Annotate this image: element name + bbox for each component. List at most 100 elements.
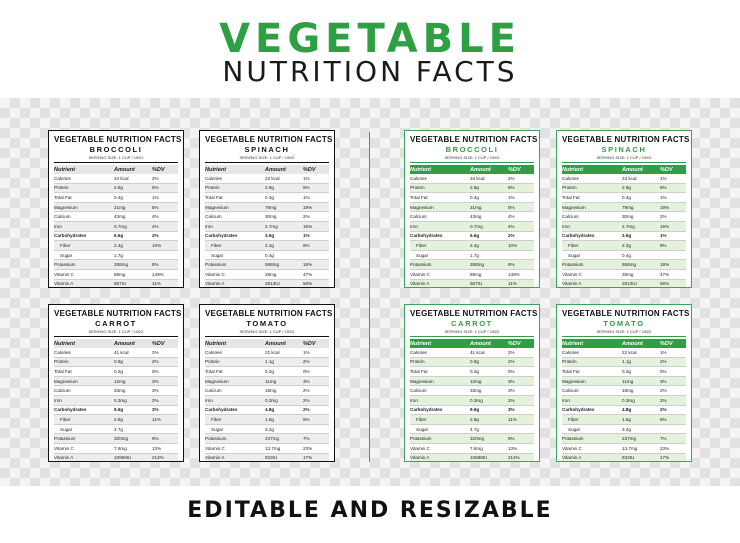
nutrient-amount: 12mg (114, 378, 126, 384)
nutrient-dv: 2% (660, 388, 667, 394)
table-row: Calories 34 kcal 2% (54, 174, 178, 184)
label-header: VEGETABLE NUTRITION FACTS (54, 135, 182, 144)
column-header: %DV (152, 340, 165, 347)
nutrient-name: Total Fat (562, 368, 580, 374)
nutrient-dv: 214% (152, 455, 164, 461)
nutrient-name: Calcium (54, 388, 71, 394)
table-row: Vitamin A 2813IU 56% (562, 279, 686, 287)
column-header: Nutrient (562, 166, 584, 173)
nutrient-amount: 0.3mg (622, 397, 635, 403)
nutrient-amount: 1.5g (622, 416, 631, 422)
nutrient-amount: 3.6g (265, 233, 275, 239)
nutrient-rows: Calories 34 kcal 2% Protein 2.8g 6% Total Fat 0… (410, 174, 534, 287)
nutrient-dv: 149% (152, 271, 164, 277)
nutrient-rows: Calories 34 kcal 2% Protein 2.8g 6% Total Fat 0… (54, 174, 178, 287)
nutrient-amount: 34 kcal (114, 175, 129, 181)
nutrient-name: Calories (205, 175, 222, 181)
nutrient-name: Iron (562, 223, 570, 229)
nutrient-dv: 13% (508, 445, 518, 451)
column-header: %DV (152, 166, 165, 173)
nutrient-amount: 320mg (114, 436, 129, 442)
nutrient-dv: 19% (660, 204, 670, 210)
nutrient-name: Calories (562, 349, 579, 355)
nutrient-dv: 2% (508, 397, 515, 403)
nutrient-name: Vitamin A (205, 455, 225, 461)
nutrient-name: Sugar (416, 252, 429, 258)
nutrient-name: Calcium (205, 214, 222, 220)
nutrient-name: Carbohydrates (562, 233, 595, 239)
nutrient-amount: 4.7g (114, 426, 123, 432)
nutrient-name: Potassium (54, 436, 76, 442)
nutrient-amount: 2.4g (114, 242, 123, 248)
table-row: Potassium 288mg 8% (410, 260, 534, 270)
nutrient-amount: 2.9g (622, 185, 631, 191)
nutrient-amount: 288mg (114, 262, 129, 268)
table-row: Total Fat 0.2g 0% (410, 367, 534, 377)
nutrient-name: Carbohydrates (562, 407, 595, 413)
column-header: Nutrient (410, 340, 432, 347)
table-row: Carbohydrates 6.6g 2% (410, 232, 534, 242)
nutrient-dv: 4% (508, 214, 515, 220)
nutrient-amount: 558mg (622, 262, 637, 268)
label-header: VEGETABLE NUTRITION FACTS (205, 135, 333, 144)
nutrient-dv: 8% (508, 262, 515, 268)
nutrient-name: Vitamin C (562, 445, 582, 451)
table-row: Vitamin C 13.7mg 23% (562, 444, 686, 454)
table-row: Magnesium 21mg 5% (54, 202, 178, 213)
nutrient-dv: 9% (508, 436, 515, 442)
nutrient-dv: 6% (152, 185, 159, 191)
nutrient-amount: 79mg (622, 204, 634, 210)
nutrient-amount: 23 kcal (622, 175, 637, 181)
column-header: %DV (303, 340, 316, 347)
vegetable-name: SPINACH (601, 145, 647, 154)
table-row: Vitamin A 567IU 11% (410, 279, 534, 287)
nutrient-name: Magnesium (410, 204, 434, 210)
table-row: Vitamin C 28mg 47% (205, 270, 329, 280)
serving-size: SERVING SIZE: 1 CUP / 100G (410, 329, 534, 337)
nutrient-dv: 3% (508, 378, 515, 384)
nutrient-amount: 43mg (114, 214, 126, 220)
serving-size: SERVING SIZE: 1 CUP / 100G (54, 155, 178, 163)
nutrient-name: Carbohydrates (205, 407, 238, 413)
nutrient-dv: 2% (660, 359, 667, 365)
column-header: %DV (508, 340, 521, 347)
nutrient-dv: 2% (152, 233, 159, 239)
nutrient-amount: 13.7mg (622, 445, 638, 451)
nutrient-name: Protein (54, 185, 69, 191)
table-row: Sugar 3.2g (562, 425, 686, 435)
table-header-row: Nutrient Amount %DV (54, 339, 178, 348)
nutrient-amount: 41 kcal (114, 349, 129, 355)
vegetable-name: SPINACH (244, 145, 290, 154)
nutrient-amount: 2.8g (470, 185, 479, 191)
table-row: Magnesium 79mg 19% (562, 202, 686, 213)
table-row: Potassium 558mg 16% (562, 260, 686, 270)
nutrient-amount: 0.2g (622, 368, 631, 374)
table-row: Fiber 1.5g 6% (205, 415, 329, 425)
table-row: Carbohydrates 3.6g 1% (562, 232, 686, 242)
nutrient-amount: 2813IU (265, 281, 280, 287)
nutrient-amount: 558mg (265, 262, 280, 268)
nutrient-name: Vitamin A (54, 281, 74, 287)
table-row: Magnesium 11mg 3% (205, 376, 329, 387)
nutrient-dv: 56% (660, 281, 670, 287)
nutrient-amount: 3.2g (622, 426, 631, 432)
nutrient-dv: 6% (660, 185, 667, 191)
table-header-row: Nutrient Amount %DV (410, 165, 534, 174)
nutrient-name: Iron (205, 223, 213, 229)
nutrient-amount: 30mg (265, 214, 277, 220)
nutrient-amount: 11mg (622, 378, 634, 384)
nutrient-name: Potassium (205, 436, 227, 442)
nutrient-amount: 2.7mg (265, 223, 278, 229)
nutrient-name: Potassium (205, 262, 227, 268)
nutrient-amount: 0.4g (622, 194, 631, 200)
nutrient-dv: 9% (660, 242, 667, 248)
nutrient-name: Sugar (60, 252, 73, 258)
nutrient-name: Protein (205, 359, 220, 365)
nutrient-amount: 79mg (265, 204, 277, 210)
nutrient-amount: 28mg (265, 271, 277, 277)
nutrient-amount: 0.2g (265, 368, 274, 374)
table-row: Total Fat 0.4g 1% (205, 193, 329, 203)
nutrient-name: Fiber (60, 416, 71, 422)
nutrient-amount: 9.6g (114, 407, 124, 413)
nutrient-name: Calories (410, 175, 427, 181)
